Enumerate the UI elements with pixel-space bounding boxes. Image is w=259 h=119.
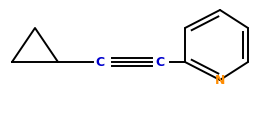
Text: C: C <box>95 55 105 69</box>
Text: N: N <box>215 74 225 87</box>
Text: C: C <box>155 55 164 69</box>
